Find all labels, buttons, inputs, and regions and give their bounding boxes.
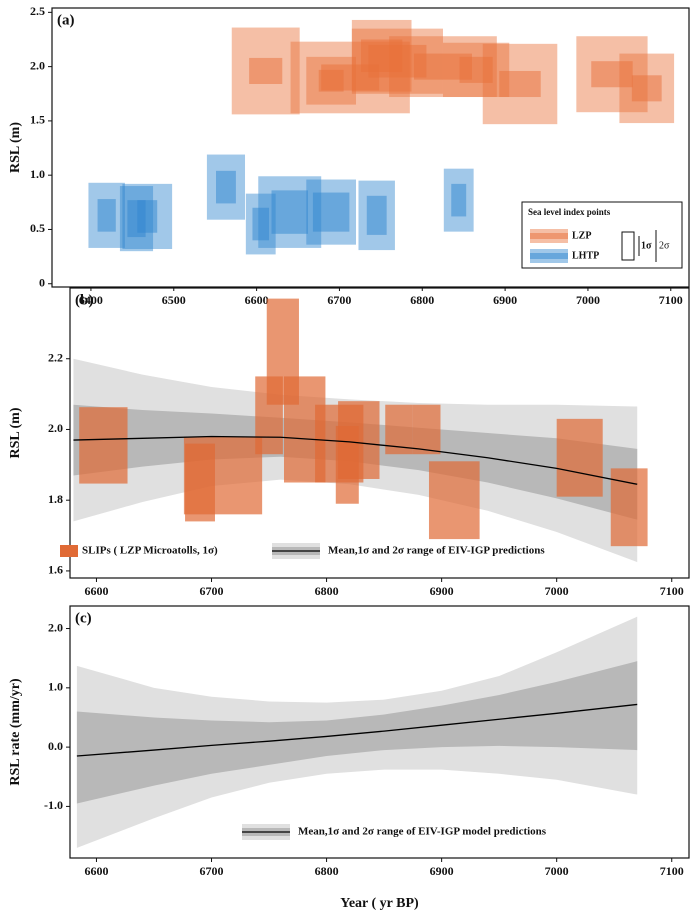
x-tick-label: 7000 bbox=[576, 293, 600, 307]
panel-label: (c) bbox=[75, 610, 92, 626]
x-tick-label: 6600 bbox=[84, 864, 108, 878]
x-tick-label: 7100 bbox=[659, 293, 683, 307]
legend-swatch-inner bbox=[530, 233, 568, 239]
y-tick-label: 0 bbox=[39, 275, 45, 289]
box-1sigma bbox=[338, 401, 380, 479]
box-1sigma bbox=[216, 170, 236, 204]
legend-swatch bbox=[60, 545, 78, 557]
box-1sigma bbox=[79, 407, 128, 484]
legend-title: Sea level index points bbox=[528, 207, 611, 217]
y-tick-label: 2.0 bbox=[30, 58, 45, 72]
y-axis-label: RSL (m) bbox=[8, 407, 23, 458]
x-tick-label: 6900 bbox=[493, 293, 517, 307]
box-1sigma bbox=[366, 195, 387, 235]
frame bbox=[51, 7, 690, 288]
frame bbox=[69, 287, 690, 579]
x-tick-label: 7000 bbox=[545, 584, 569, 598]
box-1sigma bbox=[252, 207, 270, 241]
box-1sigma bbox=[312, 192, 350, 232]
x-tick-label: 7100 bbox=[660, 864, 684, 878]
y-tick-label: 2.5 bbox=[30, 4, 45, 18]
legend-label: Mean,1σ and 2σ range of EIV-IGP predicti… bbox=[328, 545, 545, 557]
y-tick-label: 1.5 bbox=[30, 113, 45, 127]
x-tick-label: 6700 bbox=[327, 293, 351, 307]
legend-label: LZP bbox=[572, 230, 591, 241]
box-1sigma bbox=[459, 56, 493, 83]
y-tick-label: 2.2 bbox=[48, 350, 63, 364]
x-tick-label: 7100 bbox=[660, 584, 684, 598]
panel-label: (a) bbox=[57, 12, 75, 28]
box-1sigma bbox=[97, 199, 116, 232]
box-1sigma bbox=[591, 61, 633, 88]
box-1sigma bbox=[451, 183, 467, 217]
x-tick-label: 7000 bbox=[545, 864, 569, 878]
box-1sigma bbox=[249, 57, 283, 84]
x-tick-label: 6900 bbox=[430, 584, 454, 598]
plot-area bbox=[88, 19, 675, 255]
box-1sigma bbox=[318, 69, 344, 92]
x-tick-label: 6800 bbox=[315, 584, 339, 598]
y-tick-label: 1.0 bbox=[30, 167, 45, 181]
legend-label: SLIPs ( LZP Microatolls, 1σ) bbox=[82, 545, 218, 557]
box-1sigma bbox=[631, 75, 662, 102]
mean-line bbox=[73, 435, 638, 485]
y-tick-label: 2.0 bbox=[48, 620, 63, 634]
box-1sigma bbox=[556, 418, 603, 497]
legend-sigma-glyph bbox=[621, 231, 635, 261]
x-axis-label: Year ( yr BP) bbox=[340, 896, 419, 911]
x-tick-label: 6800 bbox=[410, 293, 434, 307]
box-1sigma bbox=[137, 200, 158, 233]
box-1sigma bbox=[499, 70, 541, 98]
plot-area bbox=[76, 616, 638, 848]
legend-sigma-label: 2σ bbox=[659, 240, 670, 251]
legend-swatch-inner bbox=[530, 253, 568, 259]
x-tick-label: 6700 bbox=[200, 864, 224, 878]
plot-area bbox=[73, 298, 648, 563]
y-tick-label: 0.0 bbox=[48, 739, 63, 753]
box-1sigma bbox=[271, 190, 308, 234]
legend-label: LHTP bbox=[572, 250, 599, 261]
frame bbox=[69, 605, 690, 859]
x-tick-label: 6500 bbox=[162, 293, 186, 307]
band-1sigma bbox=[73, 404, 638, 520]
band-1sigma bbox=[76, 661, 638, 804]
y-tick-label: 1.6 bbox=[48, 563, 63, 577]
legend-label: Mean,1σ and 2σ range of EIV-IGP model pr… bbox=[298, 826, 547, 838]
y-tick-label: 0.5 bbox=[30, 221, 45, 235]
box-1sigma bbox=[610, 468, 648, 547]
x-tick-label: 6900 bbox=[430, 864, 454, 878]
y-tick-label: 2.0 bbox=[48, 421, 63, 435]
y-axis-label: RSL (m) bbox=[8, 122, 23, 173]
x-tick-label: 6400 bbox=[79, 293, 103, 307]
y-tick-label: -1.0 bbox=[44, 798, 63, 812]
box-1sigma bbox=[412, 404, 441, 455]
y-tick-label: 1.8 bbox=[48, 492, 63, 506]
x-tick-label: 6600 bbox=[84, 584, 108, 598]
y-tick-label: 1.0 bbox=[48, 680, 63, 694]
x-tick-label: 6800 bbox=[315, 864, 339, 878]
mean-line bbox=[76, 703, 638, 757]
x-tick-label: 6600 bbox=[245, 293, 269, 307]
panel-label: (b) bbox=[75, 292, 93, 308]
legend-sigma-label: 1σ bbox=[641, 240, 652, 251]
x-tick-label: 6700 bbox=[200, 584, 224, 598]
box-1sigma bbox=[183, 436, 263, 515]
box-1sigma bbox=[428, 461, 480, 540]
y-axis-label: RSL rate (mm/yr) bbox=[8, 678, 23, 786]
